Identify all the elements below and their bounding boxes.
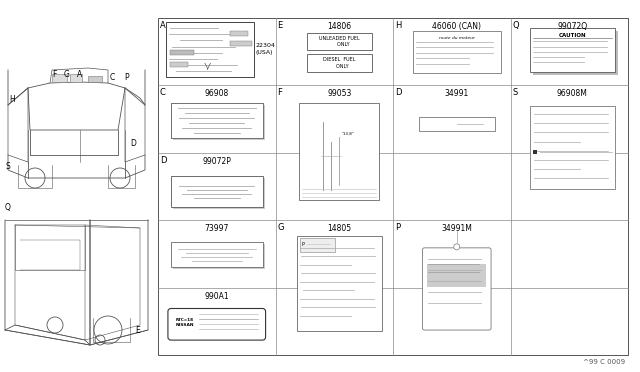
Bar [173, 105, 264, 140]
Text: P: P [395, 223, 400, 232]
Bar [171, 103, 262, 138]
Text: 99072Q: 99072Q [557, 22, 588, 31]
Text: A: A [77, 70, 83, 79]
Text: route du moteur: route du moteur [439, 36, 475, 40]
Text: Q: Q [5, 203, 11, 212]
Text: G: G [64, 70, 70, 79]
Text: 46060 (CAN): 46060 (CAN) [432, 22, 481, 31]
Bar [173, 179, 264, 209]
Text: 73997: 73997 [205, 224, 229, 233]
Bar [158, 18, 628, 355]
Text: 96908: 96908 [205, 89, 229, 99]
Text: S: S [513, 89, 518, 97]
Text: E: E [135, 326, 140, 335]
Text: F: F [52, 70, 56, 79]
Bar [171, 242, 262, 267]
Text: E: E [278, 21, 283, 30]
Bar [533, 150, 537, 154]
Text: 14806: 14806 [327, 22, 351, 31]
Bar [300, 103, 380, 200]
Bar [307, 54, 372, 72]
Bar [413, 32, 501, 73]
Text: F: F [278, 89, 282, 97]
Text: ^99 C 0009: ^99 C 0009 [583, 359, 625, 365]
Text: G: G [278, 223, 284, 232]
Bar [170, 62, 188, 67]
Bar [230, 31, 248, 36]
Text: D: D [395, 89, 401, 97]
Text: 990A1: 990A1 [204, 292, 229, 301]
Circle shape [454, 244, 460, 250]
Bar [533, 31, 618, 75]
Text: Q: Q [513, 21, 519, 30]
Text: P: P [124, 73, 129, 82]
Bar [171, 176, 262, 207]
FancyBboxPatch shape [168, 308, 266, 340]
Text: D: D [160, 156, 166, 165]
Text: D: D [130, 139, 136, 148]
Text: C: C [160, 89, 166, 97]
Text: P: P [302, 243, 305, 247]
FancyBboxPatch shape [422, 248, 491, 330]
Bar [300, 238, 335, 251]
Text: (USA): (USA) [256, 50, 273, 55]
Text: DIESEL  FUEL
    ONLY: DIESEL FUEL ONLY [323, 57, 355, 69]
Bar [70, 74, 82, 82]
Text: NISSAN: NISSAN [176, 323, 195, 327]
Bar [230, 41, 252, 46]
Bar [170, 50, 194, 55]
Text: C: C [110, 73, 115, 82]
Text: 14805: 14805 [327, 224, 351, 233]
Text: 99072P: 99072P [202, 157, 231, 166]
Text: 99053: 99053 [327, 89, 351, 99]
Bar [530, 106, 614, 189]
Text: 96908M: 96908M [557, 89, 588, 99]
Bar [307, 33, 372, 50]
Text: H: H [9, 95, 15, 104]
Bar [419, 117, 495, 131]
Text: 34991: 34991 [445, 89, 469, 99]
Bar [530, 28, 614, 72]
Text: RTC=18: RTC=18 [176, 318, 194, 322]
Bar [297, 236, 381, 331]
Text: 34991M: 34991M [442, 224, 472, 233]
Bar [173, 244, 264, 269]
Text: 22304: 22304 [256, 43, 276, 48]
Text: H: H [395, 21, 401, 30]
Text: UNLEADED FUEL
      ONLY: UNLEADED FUEL ONLY [319, 36, 360, 47]
Bar [428, 264, 486, 288]
Bar [166, 22, 254, 77]
Text: S: S [5, 162, 10, 171]
Bar [88, 76, 102, 82]
Text: A: A [160, 21, 166, 30]
Bar [171, 103, 262, 138]
Bar [52, 74, 67, 82]
Text: "13.8": "13.8" [341, 132, 354, 136]
Text: CAUTION: CAUTION [559, 33, 586, 38]
